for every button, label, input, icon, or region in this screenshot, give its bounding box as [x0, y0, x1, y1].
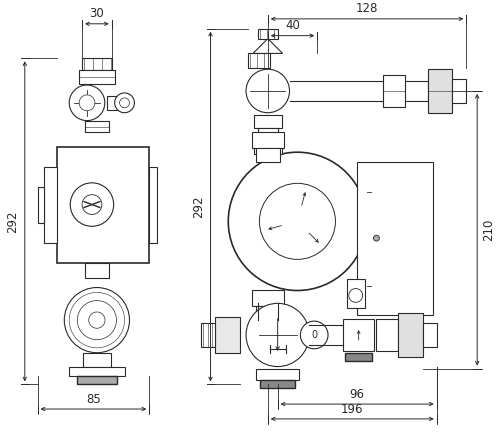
Bar: [85, 263, 108, 278]
Bar: [79, 70, 114, 84]
Circle shape: [64, 288, 130, 353]
Bar: [428, 69, 452, 113]
Text: 85: 85: [86, 392, 101, 406]
Bar: [256, 148, 280, 162]
Bar: [149, 167, 157, 243]
Bar: [69, 367, 124, 377]
Bar: [256, 369, 300, 381]
Text: 40: 40: [285, 19, 300, 32]
Circle shape: [349, 289, 362, 302]
Bar: [200, 323, 216, 347]
Polygon shape: [253, 39, 282, 53]
Text: 96: 96: [350, 388, 364, 401]
Text: 0: 0: [311, 330, 318, 340]
Bar: [256, 306, 280, 320]
Bar: [258, 128, 278, 139]
Text: 128: 128: [356, 3, 378, 16]
Circle shape: [246, 69, 290, 113]
Circle shape: [246, 303, 310, 367]
Bar: [376, 319, 398, 351]
Text: 196: 196: [341, 403, 363, 416]
Bar: [38, 187, 44, 223]
Bar: [260, 381, 296, 388]
Bar: [252, 290, 284, 306]
Bar: [77, 377, 116, 385]
Bar: [347, 279, 364, 308]
Circle shape: [260, 183, 336, 259]
Circle shape: [70, 183, 114, 226]
Bar: [452, 79, 466, 103]
Circle shape: [228, 152, 366, 290]
Text: 30: 30: [90, 8, 104, 20]
Bar: [85, 121, 108, 132]
Bar: [44, 167, 58, 243]
Circle shape: [374, 235, 380, 241]
Bar: [345, 353, 372, 361]
Text: 210: 210: [482, 218, 496, 241]
Bar: [58, 147, 149, 263]
Bar: [254, 139, 281, 154]
Bar: [343, 319, 374, 351]
Bar: [107, 96, 128, 110]
Bar: [258, 29, 278, 39]
Circle shape: [300, 321, 328, 349]
Bar: [248, 53, 270, 68]
Bar: [384, 75, 405, 107]
Bar: [82, 58, 112, 70]
Bar: [252, 132, 284, 148]
Circle shape: [78, 301, 116, 340]
Text: 292: 292: [6, 210, 20, 233]
Circle shape: [120, 98, 130, 108]
Circle shape: [69, 85, 105, 121]
Circle shape: [114, 93, 134, 113]
Bar: [356, 162, 432, 315]
Circle shape: [82, 194, 102, 214]
Text: 292: 292: [192, 195, 205, 218]
Bar: [254, 115, 281, 128]
Bar: [398, 313, 423, 357]
Circle shape: [79, 95, 95, 111]
Bar: [83, 353, 110, 367]
Bar: [423, 323, 436, 347]
Circle shape: [88, 312, 105, 328]
Bar: [216, 317, 240, 353]
